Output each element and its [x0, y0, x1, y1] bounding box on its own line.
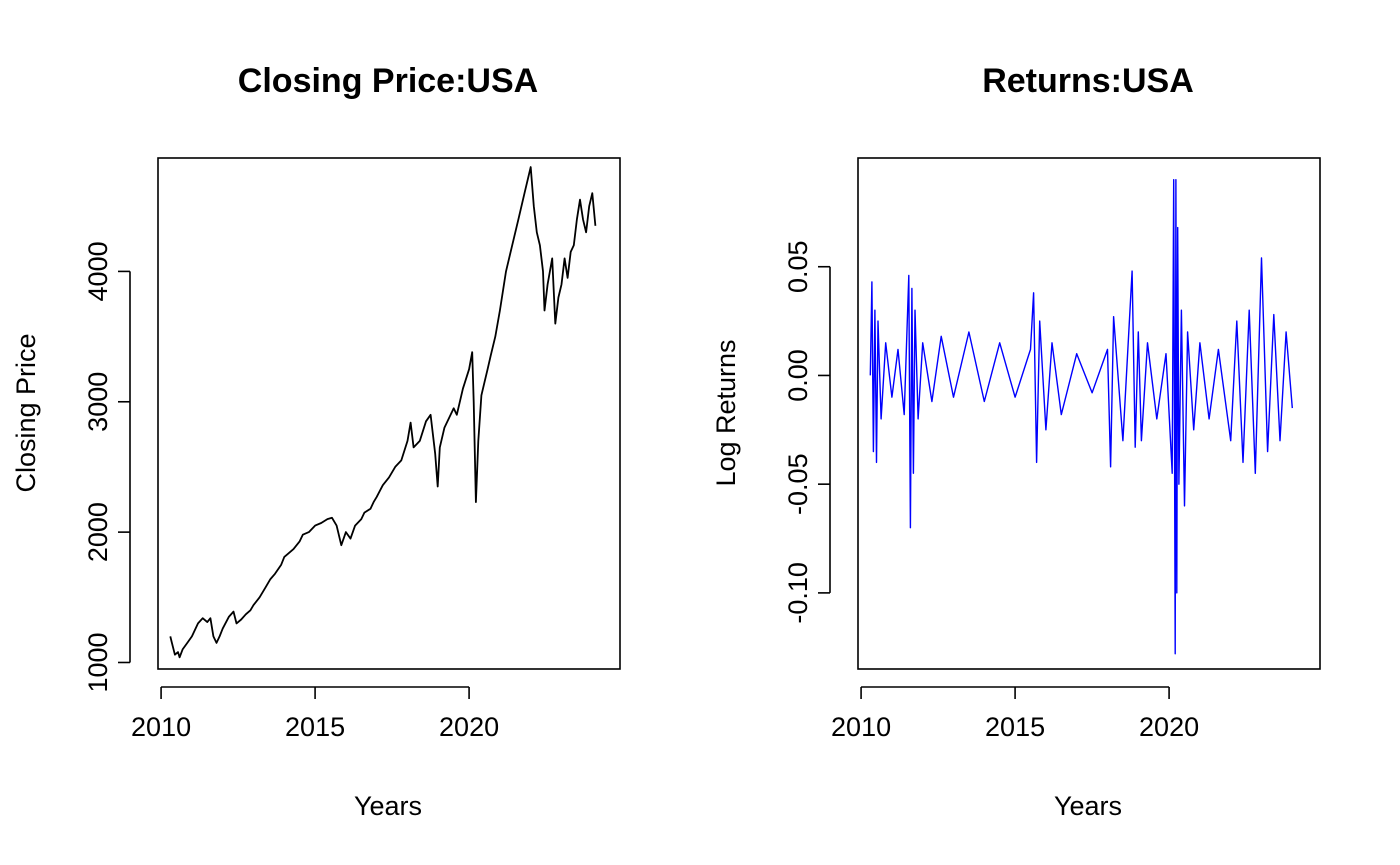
series-line	[869, 178, 1293, 655]
chart-title: Closing Price:USA	[238, 62, 538, 100]
series-layer	[169, 166, 597, 659]
plot-frame	[857, 157, 1321, 670]
series-layer	[869, 178, 1293, 655]
y-tick-label: 1000	[83, 632, 113, 692]
chart-title: Returns:USA	[982, 62, 1194, 100]
x-tick-label: 2015	[285, 712, 345, 742]
y-tick-label: 4000	[83, 241, 113, 301]
plot-frame	[157, 157, 621, 670]
x-tick-label: 2015	[985, 712, 1045, 742]
y-tick-label: -0.05	[783, 453, 813, 515]
y-tick-label: 0.05	[783, 240, 813, 293]
y-axis: -0.10 -0.05 0.00 0.05	[783, 240, 831, 624]
y-axis-label: Closing Price	[11, 333, 41, 492]
x-axis-label: Years	[354, 791, 422, 821]
closing-price-panel: Closing Price:USA 2010 2015 2020 1000 2000 3…	[11, 62, 621, 821]
returns-panel: Returns:USA 2010 2015 2020 -0.10 -0.05 0.00 0…	[711, 62, 1321, 821]
x-axis: 2010 2015 2020	[831, 686, 1199, 742]
y-tick-label: 0.00	[783, 349, 813, 402]
y-tick-label: 2000	[83, 502, 113, 562]
x-tick-label: 2020	[1139, 712, 1199, 742]
x-axis: 2010 2015 2020	[131, 686, 499, 742]
x-tick-label: 2010	[831, 712, 891, 742]
x-tick-label: 2010	[131, 712, 191, 742]
y-tick-label: 3000	[83, 372, 113, 432]
y-tick-label: -0.10	[783, 562, 813, 624]
y-axis: 1000 2000 3000 4000	[83, 241, 131, 693]
x-tick-label: 2020	[439, 712, 499, 742]
x-axis-label: Years	[1054, 791, 1122, 821]
y-axis-label: Log Returns	[711, 339, 741, 486]
series-line	[169, 166, 597, 659]
